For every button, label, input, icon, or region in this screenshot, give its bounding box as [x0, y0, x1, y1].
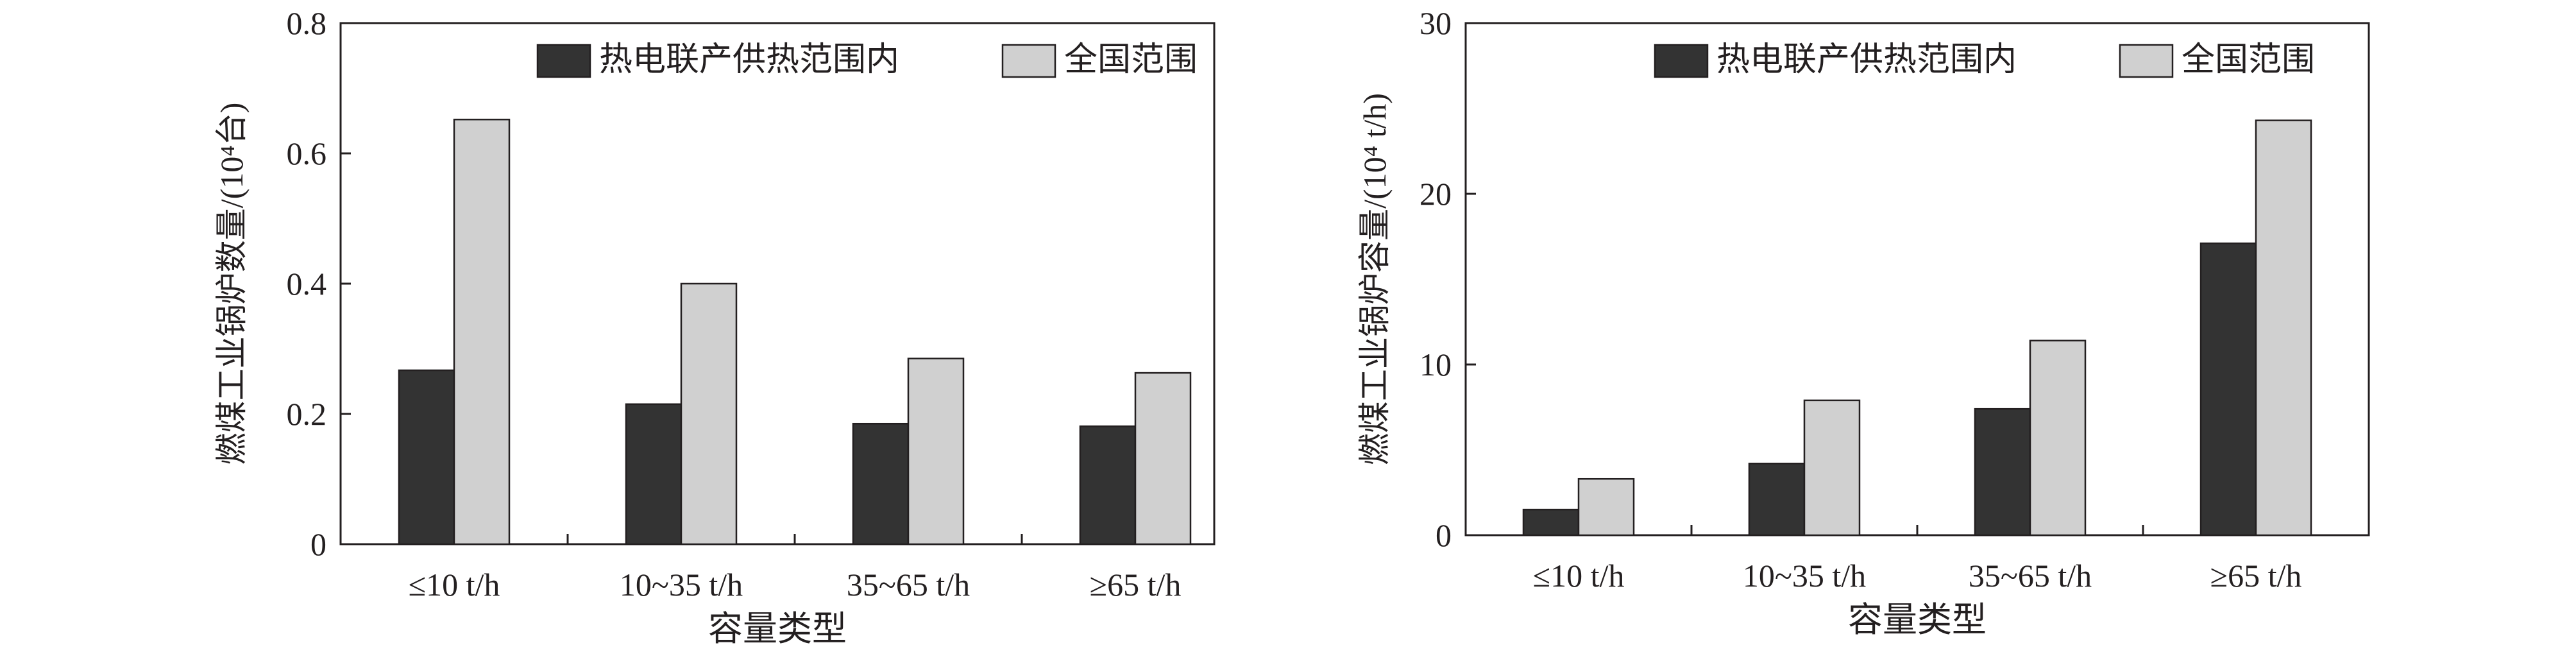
legend-label-chp: 热电联产供热范围内 [1716, 42, 2017, 78]
y-tick-label: 20 [1419, 176, 1452, 212]
x-axis-label: 容量类型 [708, 610, 847, 648]
y-axis-label: 燃煤工业锅炉数量/(10⁴台) [214, 103, 250, 465]
legend-label-chp: 热电联产供热范围内 [599, 42, 899, 78]
x-tick-label: ≤10 t/h [1533, 558, 1625, 594]
bar-chp [852, 422, 910, 545]
legend-swatch-national [1001, 44, 1056, 78]
legend: 热电联产供热范围内 全国范围 [1654, 42, 2315, 78]
x-tick-label: 35~65 t/h [847, 567, 970, 603]
bar-chp [1974, 408, 2031, 536]
y-axis-label: 燃煤工业锅炉容量/(10⁴ t/h) [1357, 93, 1393, 465]
chart-2: 0 10 20 30 ≤10 t/h 10~35 t/h 35~65 t/h ≥65 t/h 容… [1357, 5, 2370, 639]
x-tick-label: 10~35 t/h [620, 567, 743, 603]
bar-chp [1748, 463, 1806, 536]
bar-chp [398, 369, 455, 545]
x-tick-label: ≥65 t/h [1090, 567, 1182, 603]
bar-national [907, 357, 965, 545]
x-axis-label: 容量类型 [1848, 601, 1987, 639]
y-tick-label: 0.2 [287, 396, 327, 432]
y-tick-label: 0.6 [287, 135, 327, 171]
legend-swatch-national [2119, 44, 2174, 78]
y-tick-label: 10 [1419, 347, 1452, 382]
x-tick-label: 35~65 t/h [1969, 558, 2092, 594]
y-tick-label: 0.4 [287, 266, 327, 302]
x-tick-label: ≥65 t/h [2210, 558, 2302, 594]
bar-national [453, 118, 511, 545]
chart-1: 0 0.2 0.4 0.6 0.8 ≤10 t/h 10~35 t/h 35~65 t/h ≥6… [214, 5, 1216, 648]
legend-label-national: 全国范围 [2182, 42, 2315, 78]
y-tick-label: 0 [1436, 517, 1452, 553]
bar-chp [2199, 242, 2257, 536]
x-tick-label: ≤10 t/h [409, 567, 500, 603]
x-tick-label: 10~35 t/h [1743, 558, 1866, 594]
bar-chp [625, 403, 682, 545]
legend: 热电联产供热范围内 全国范围 [536, 42, 1198, 78]
legend-label-national: 全国范围 [1064, 42, 1198, 78]
y-tick-label: 0 [310, 526, 326, 562]
legend-swatch-chp [536, 44, 591, 78]
bar-national [1134, 372, 1192, 545]
bar-national [680, 282, 738, 545]
bar-national [2029, 339, 2087, 536]
bar-national [1577, 477, 1635, 536]
y-tick-label: 30 [1419, 5, 1452, 41]
bar-chp [1522, 508, 1580, 536]
legend-swatch-chp [1654, 44, 1709, 78]
bar-national [2255, 119, 2312, 536]
y-tick-label: 0.8 [287, 5, 327, 41]
bar-chp [1079, 425, 1137, 545]
bar-national [1803, 399, 1861, 536]
